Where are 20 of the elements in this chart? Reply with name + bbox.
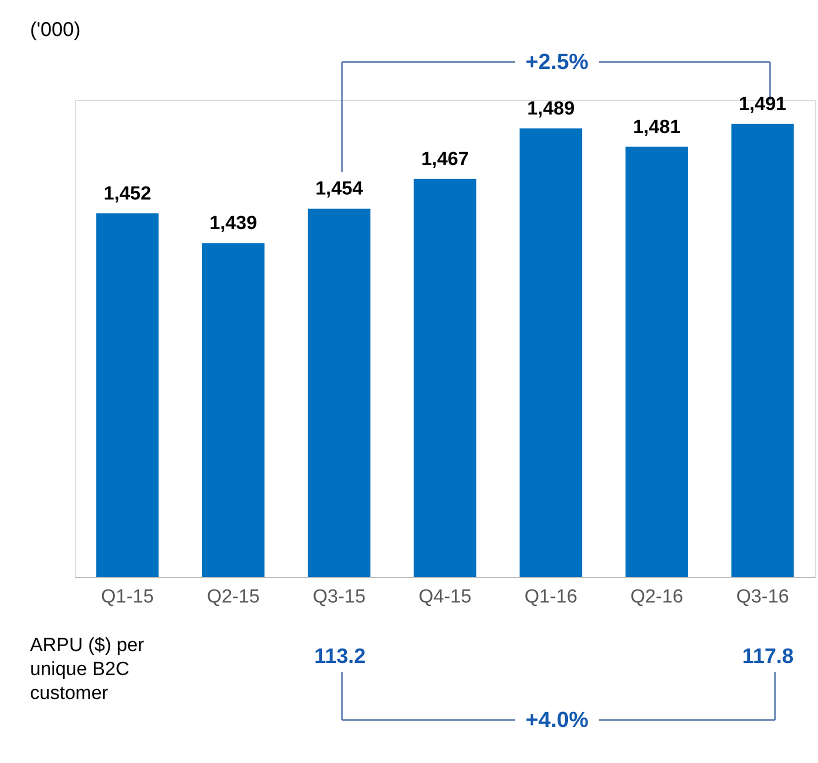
x-tick-label: Q1-15 (100, 586, 154, 608)
data-label: 1,467 (421, 148, 469, 170)
x-tick-label: Q2-16 (630, 586, 684, 608)
text: +2.5% (526, 49, 588, 74)
x-tick-label: Q2-15 (206, 586, 260, 608)
x-tick-label: Q1-16 (524, 586, 578, 608)
x-tick-label: Q3-15 (312, 586, 366, 608)
data-label: 1,452 (104, 183, 152, 204)
data-label: 1,481 (632, 116, 681, 138)
annotation: 117.8 (742, 645, 794, 668)
data-label: 1,439 (209, 213, 258, 234)
annotation: +4.0% (526, 707, 588, 732)
x-tick-label: Q3-16 (736, 586, 790, 608)
text: ('000) (30, 19, 81, 41)
data-label: 1,491 (738, 94, 787, 115)
data-label: 1,454 (315, 178, 364, 200)
annotation: 113.2 (314, 645, 366, 668)
x-tick-label: Q4-15 (418, 586, 472, 608)
annotation: ARPU ($) per unique B2C customer (30, 635, 145, 704)
data-label: 1,489 (527, 98, 575, 120)
